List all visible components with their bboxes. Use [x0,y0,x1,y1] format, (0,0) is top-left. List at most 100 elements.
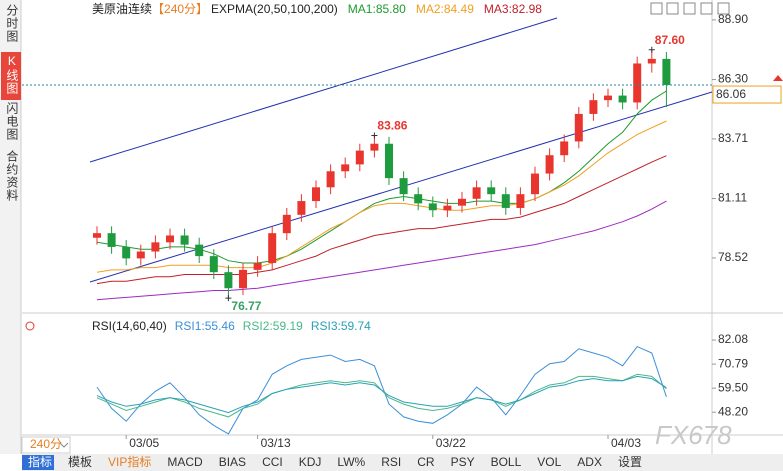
toolbar-tab[interactable]: VIP指标 [108,454,151,469]
candle-body [370,143,379,151]
candle-body [647,58,656,64]
toolbar-tab-bg[interactable] [571,455,604,470]
candle-body [239,269,247,289]
active-tab-bg [1,52,21,100]
legend-value: 82.98 [512,2,542,16]
period-selector[interactable]: 240分 [30,437,62,451]
candle-body [341,164,350,172]
toolbar-tab-bg[interactable] [375,455,404,470]
icon[interactable] [650,2,663,15]
y-tick-label: 59.50 [718,380,748,394]
legend-value: 59.19 [273,319,303,333]
toolbar-tab-bg[interactable] [256,455,285,470]
toolbar-tab-bg[interactable] [212,455,249,470]
sidebar-tab[interactable]: 闪电图 [5,102,19,141]
toolbar-tab-bg[interactable] [22,455,55,470]
x-tick-label: 03/05 [129,436,159,450]
candle-body [428,203,437,211]
toolbar-tab-bg[interactable] [611,455,644,470]
legend-name: RSI2: [243,319,273,333]
candle-body [355,150,364,165]
chart-header: 美原油连续【240分】 EXPMA(20,50,100,200) MA1:85.80… [92,1,542,16]
y-tick-label: 81.11 [718,191,747,205]
toolbar-tab[interactable]: 设置 [618,455,642,469]
candle-body [414,194,423,204]
toolbar-tab-bg[interactable] [484,455,524,470]
candle-body [618,95,627,103]
toolbar-tab[interactable]: BOLL [491,455,522,469]
legend-name: MA2: [416,2,444,16]
rsi-icon[interactable] [25,321,35,331]
candle-body [312,187,320,202]
trend-line [89,17,558,163]
candle-body [487,187,496,195]
sidebar-tab[interactable]: 分时图 [5,4,19,43]
toolbar-tab[interactable]: CCI [262,455,283,469]
y-tick-label: 86.30 [718,72,748,86]
toolbar-tab[interactable]: KDJ [299,455,322,469]
annotation: 83.86 [377,119,407,133]
rsi-title: RSI(14,60,40) [92,319,167,333]
y-tick-label: 82.08 [718,332,748,346]
annotation-cross [648,46,655,53]
annotation: 76.77 [231,299,261,313]
toolbar-tab[interactable]: MACD [167,455,203,469]
candle-body [560,141,569,156]
ma-line [96,90,667,264]
candle-body [93,233,101,238]
legend-value: 55.46 [205,319,235,333]
period-box[interactable] [21,436,71,454]
toolbar-tab[interactable]: BIAS [219,455,246,469]
last-price-arrow [773,75,783,82]
toolbar-tab[interactable]: 指标 [28,454,52,469]
toolbar-tab-bg[interactable] [62,455,95,470]
toolbar-tab[interactable]: RSI [381,455,401,469]
candle-body [166,235,174,243]
toolbar-tab-bg[interactable] [161,455,205,470]
annotation-cross [225,295,232,302]
candle-body [326,171,335,188]
sidebar-tab[interactable]: 合约资料 [5,149,19,202]
toolbar-tab[interactable]: 模板 [68,455,92,469]
annotation: 87.60 [655,33,685,47]
legend-value: 85.80 [376,2,406,16]
icon[interactable] [700,2,713,15]
candle-body [107,233,116,247]
candle-body [633,63,642,103]
last-price-box [712,85,782,104]
legend-name: RSI1: [175,319,205,333]
candle-body [180,235,189,245]
y-tick-label: 70.79 [718,356,748,370]
candle-body [662,58,671,86]
toolbar-icons[interactable] [650,2,730,15]
icon[interactable] [666,2,679,15]
icon[interactable] [683,2,696,15]
toolbar-tab[interactable]: ADX [577,455,602,469]
toolbar-tab-bg[interactable] [531,455,564,470]
toolbar-tab-bg[interactable] [444,455,477,470]
candle-body [195,244,204,257]
legend-value: 84.49 [444,2,474,16]
toolbar-tab-bg[interactable] [102,455,154,470]
rsi-header: RSI(14,60,40) RSI1:55.46 RSI2:59.19 RSI3:59… [92,319,371,333]
indicator: EXPMA(20,50,100,200) [211,2,338,16]
icon[interactable] [717,2,730,15]
candle-body [531,173,539,195]
candle-body [385,143,393,179]
toolbar-tab[interactable]: CR [417,455,435,469]
sidebar-tab[interactable]: K线图 [5,54,19,95]
dropdown-arrow [59,442,69,448]
toolbar-tab[interactable]: VOL [537,455,561,469]
last-price-label: 86.06 [716,87,746,101]
toolbar-tab-bg[interactable] [292,455,324,470]
toolbar-tab[interactable]: LW% [337,455,365,469]
period: 【240分】 [152,2,208,16]
toolbar-tab-bg[interactable] [331,455,368,470]
toolbar-tab-bg[interactable] [411,455,437,470]
y-tick-label: 78.52 [718,250,748,264]
candle-body [545,155,554,174]
candle-body [472,187,481,199]
toolbar-tab[interactable]: PSY [451,455,475,469]
candle-body [282,214,291,234]
